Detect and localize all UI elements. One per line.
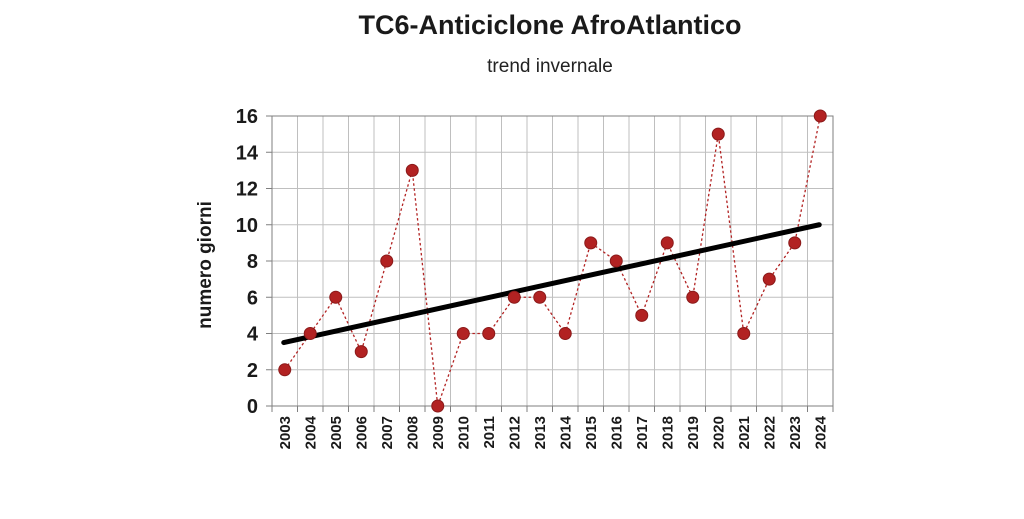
data-point (558, 327, 572, 340)
x-tick-label: 2003 (277, 416, 294, 449)
data-point (660, 236, 674, 250)
data-points (278, 109, 827, 413)
data-point (711, 127, 725, 141)
x-tick-label: 2024 (812, 415, 829, 449)
data-point (456, 327, 470, 340)
data-point (813, 109, 827, 123)
data-point (635, 308, 649, 322)
x-tick-label: 2023 (787, 416, 804, 449)
data-point (278, 363, 292, 377)
data-point (762, 272, 776, 286)
y-tick-label: 4 (247, 324, 259, 346)
y-tick-label: 10 (236, 215, 258, 237)
y-tick-label: 8 (247, 251, 258, 273)
data-point (431, 399, 445, 413)
x-tick-label: 2011 (481, 416, 498, 449)
x-tick-label: 2021 (736, 416, 753, 449)
data-point (380, 254, 394, 268)
x-tick-label: 2016 (608, 416, 625, 449)
y-tick-label: 16 (236, 106, 258, 128)
x-tick-label: 2019 (685, 416, 702, 449)
chart-subtitle: trend invernale (487, 56, 613, 77)
y-axis-label: numero giorni (195, 201, 216, 329)
x-tick-label: 2018 (659, 416, 676, 449)
y-tick-label: 2 (247, 360, 258, 382)
chart-title: TC6-Anticiclone AfroAtlantico (358, 10, 742, 40)
data-point (609, 254, 623, 268)
data-point (788, 236, 802, 250)
x-tick-label: 2012 (506, 416, 523, 449)
x-tick-label: 2005 (328, 416, 345, 449)
y-tick-label: 12 (236, 179, 258, 201)
y-axis: 0 2 4 6 8 10 12 14 16 (236, 106, 272, 418)
x-tick-label: 2020 (710, 416, 727, 449)
data-point (482, 327, 496, 340)
data-point (405, 163, 419, 177)
data-point (329, 290, 343, 304)
x-tick-label: 2009 (430, 416, 447, 449)
x-tick-label: 2017 (634, 416, 651, 449)
series-line (284, 115, 821, 407)
data-point (354, 345, 368, 359)
x-tick-label: 2013 (532, 416, 549, 449)
x-tick-label: 2006 (353, 416, 370, 449)
y-tick-label: 0 (247, 396, 258, 418)
x-tick-label: 2004 (302, 415, 319, 449)
data-point (303, 327, 317, 340)
data-point (533, 290, 547, 304)
x-tick-label: 2008 (404, 416, 421, 449)
x-axis: 2003 2004 2005 2006 2007 2008 2009 2010 2011 2012… (271, 406, 834, 449)
x-tick-label: 2015 (583, 416, 600, 449)
grid-lines (271, 115, 834, 407)
y-tick-label: 6 (247, 287, 258, 309)
x-tick-label: 2014 (557, 415, 574, 449)
x-tick-label: 2007 (379, 416, 396, 449)
trend-line (281, 222, 822, 346)
data-point (737, 327, 751, 340)
x-tick-label: 2022 (761, 416, 778, 449)
data-point (686, 290, 700, 304)
x-tick-label: 2010 (455, 416, 472, 449)
data-point (584, 236, 598, 250)
data-point (507, 290, 521, 304)
y-tick-label: 14 (236, 142, 259, 164)
